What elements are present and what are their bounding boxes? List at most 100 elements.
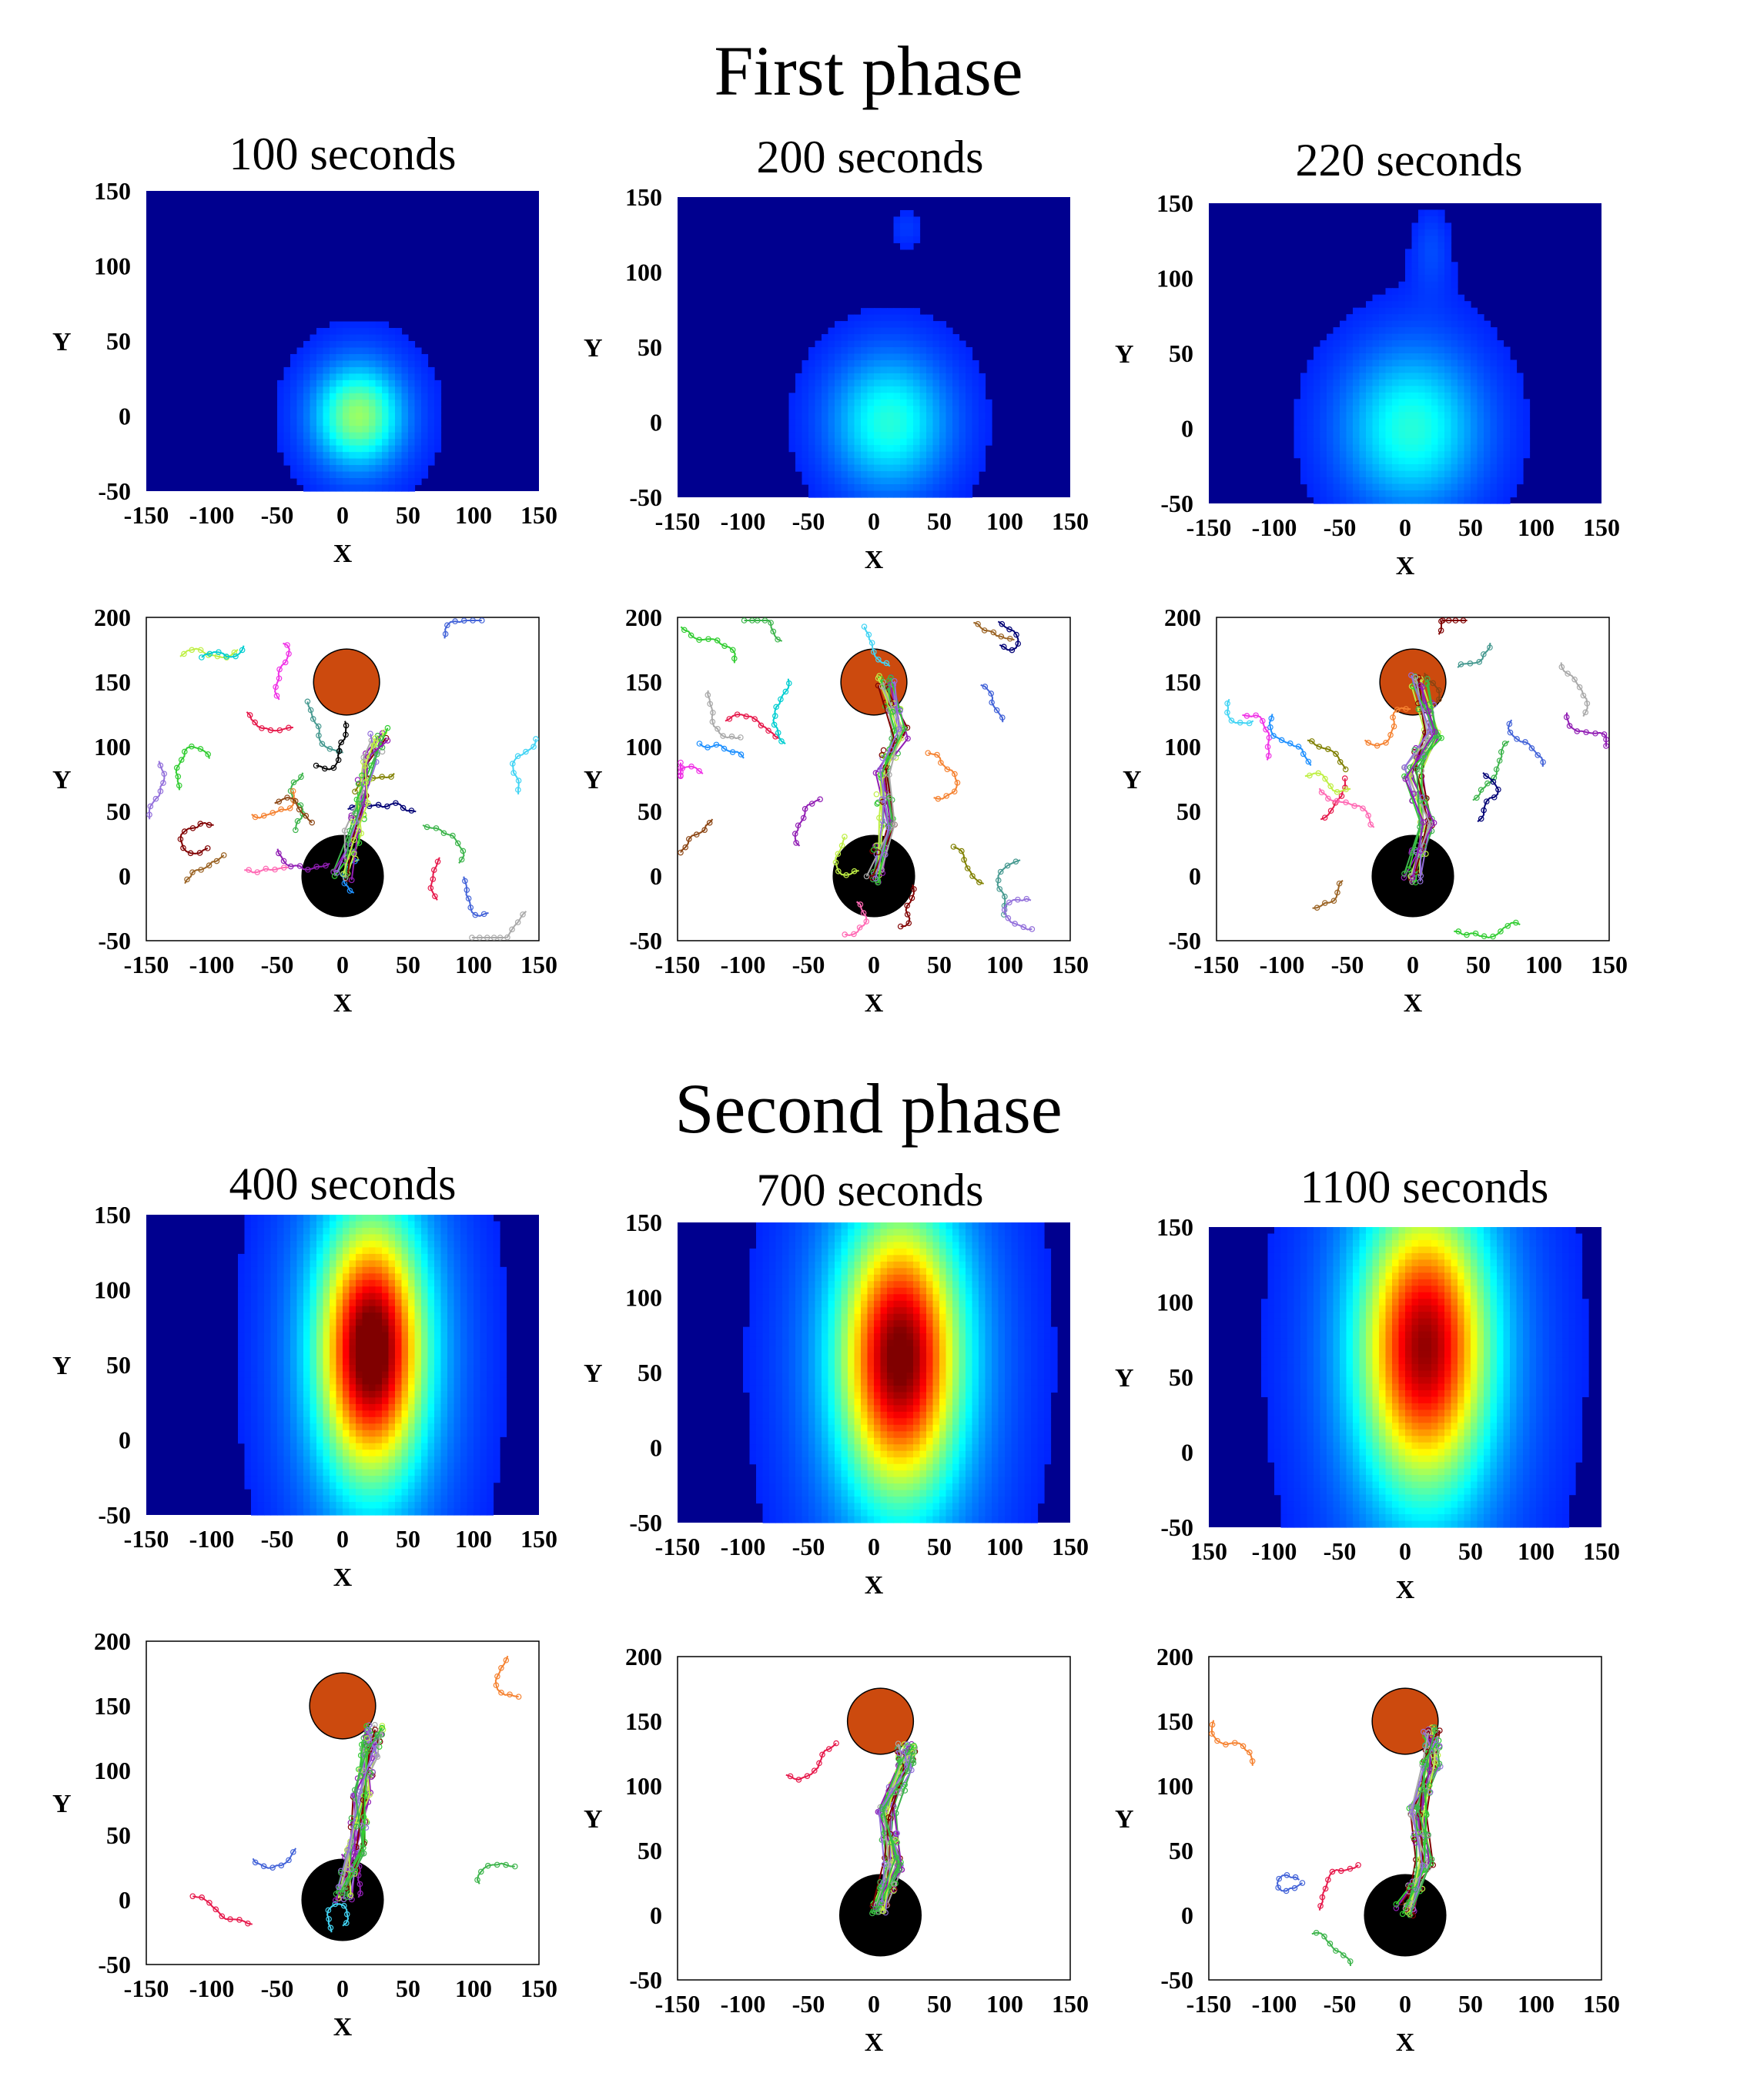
heatmap-cell — [1398, 379, 1406, 386]
heatmap-cell — [1471, 431, 1478, 439]
heatmap-cell — [1372, 373, 1380, 380]
heatmap-cell — [880, 419, 888, 426]
heatmap-cell — [487, 1377, 494, 1386]
heatmap-cell — [1451, 483, 1458, 491]
heatmap-cell — [283, 1403, 291, 1411]
agent-marker — [1342, 766, 1349, 773]
heatmap-cell — [880, 490, 888, 498]
heatmap-cell — [861, 445, 868, 453]
heatmap-cell — [906, 327, 914, 335]
heatmap-cell — [467, 1403, 474, 1411]
heatmap-cell — [932, 373, 940, 380]
heatmap-cell — [356, 1227, 363, 1236]
heatmap-cell — [1451, 320, 1458, 328]
heatmap-cell — [427, 426, 435, 433]
heatmap-cell — [1490, 451, 1498, 459]
heatmap-cell — [440, 1227, 448, 1236]
heatmap-cell — [316, 1234, 324, 1242]
agent-path — [1364, 707, 1411, 747]
agent-marker — [734, 711, 741, 717]
heatmap-cell — [382, 373, 390, 381]
heatmap-cell — [336, 1352, 343, 1359]
heatmap-cell — [480, 1397, 487, 1405]
heatmap-cell — [1359, 425, 1367, 433]
agent-marker — [469, 935, 475, 941]
heatmap-cell — [336, 360, 343, 368]
agent-marker — [467, 905, 474, 911]
heatmap-cell — [427, 413, 435, 420]
heatmap-cell — [822, 359, 829, 368]
heatmap-cell — [401, 419, 409, 426]
heatmap-cell — [434, 1371, 442, 1379]
heatmap-cell — [1444, 288, 1452, 296]
heatmap-cell — [1392, 333, 1400, 341]
heatmap-cell — [966, 464, 973, 472]
heatmap-cell — [290, 458, 298, 466]
agent-marker — [1436, 687, 1442, 694]
heatmap-cell — [283, 400, 291, 407]
heatmap-cell — [375, 1384, 383, 1392]
agent-marker — [775, 636, 781, 643]
heatmap-cell — [270, 1416, 278, 1424]
heatmap-cell — [939, 340, 947, 348]
agent-marker — [220, 852, 227, 858]
heatmap-cell — [1503, 386, 1511, 393]
heatmap-cell — [1484, 490, 1491, 498]
heatmap-cell — [388, 1227, 396, 1236]
heatmap-cell — [1424, 490, 1432, 498]
heatmap-cell — [493, 1377, 500, 1386]
heatmap-cell — [251, 1279, 259, 1287]
heatmap-cell — [795, 451, 803, 459]
heatmap-cell — [1307, 464, 1314, 472]
heatmap-cell — [906, 216, 914, 224]
heatmap-cell — [303, 406, 311, 413]
y-tick-label: -50 — [98, 927, 131, 955]
heatmap-cell — [310, 1292, 317, 1300]
heatmap-cell — [303, 1292, 311, 1300]
heatmap-cell — [395, 413, 403, 420]
heatmap-cell — [388, 1253, 396, 1261]
heatmap-cell — [257, 1247, 265, 1255]
heatmap-cell — [822, 366, 829, 374]
heatmap-cell — [238, 1384, 246, 1392]
heatmap-cell — [493, 1397, 500, 1405]
heatmap-cell — [440, 1423, 448, 1431]
agent-marker — [861, 624, 868, 630]
heatmap-cell — [467, 1292, 474, 1300]
heatmap-cell — [277, 380, 285, 387]
heatmap-cell — [296, 1436, 304, 1444]
heatmap-cell — [900, 347, 908, 355]
agent-marker — [696, 767, 702, 774]
heatmap-cell — [453, 1410, 461, 1418]
heatmap-cell — [330, 1292, 337, 1300]
heatmap-cell — [1418, 268, 1426, 276]
heatmap-cell — [238, 1339, 246, 1346]
heatmap-cell — [1398, 431, 1406, 439]
heatmap-cell — [867, 458, 875, 466]
heatmap-cell — [1320, 497, 1327, 504]
agent-marker — [514, 919, 521, 925]
heatmap-cell — [1366, 314, 1374, 322]
agent-path — [1268, 714, 1312, 767]
heatmap-cell — [835, 445, 842, 453]
heatmap-cell — [310, 373, 317, 381]
heatmap-cell — [861, 334, 868, 342]
heatmap-cell — [375, 413, 383, 420]
heatmap-cell — [343, 1319, 350, 1326]
random-walks — [146, 617, 539, 941]
heatmap-cell — [349, 458, 356, 466]
heatmap-cell — [388, 353, 396, 362]
heatmap-cell — [283, 1456, 291, 1463]
heatmap-cell — [1353, 464, 1360, 472]
heatmap-cell — [1464, 366, 1471, 374]
heatmap-cell — [1405, 307, 1413, 315]
heatmap-cell — [913, 451, 921, 459]
agent-marker — [959, 848, 965, 854]
heatmap-cell — [861, 308, 868, 316]
heatmap-cell — [1490, 392, 1498, 400]
agent-marker — [1472, 930, 1479, 937]
heatmap-cell — [828, 490, 835, 498]
heatmap-cell — [401, 1410, 409, 1418]
heatmap-cell — [362, 1450, 370, 1457]
heatmap-cell — [375, 1365, 383, 1373]
